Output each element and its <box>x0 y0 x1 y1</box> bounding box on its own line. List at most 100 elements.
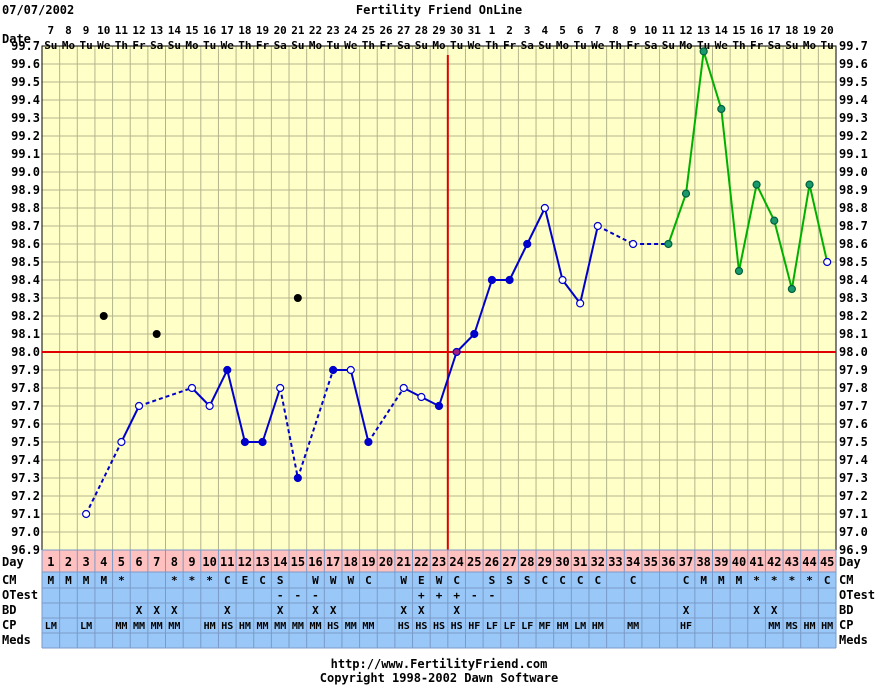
weekday-label: Sa <box>150 39 163 52</box>
temp-segment <box>773 220 793 290</box>
cm-cell: * <box>753 574 760 587</box>
bd-cell: X <box>400 604 407 617</box>
y-tick-label: 97.1 <box>11 507 40 521</box>
y-tick-label: 97.9 <box>839 363 868 377</box>
weekday-label: Su <box>538 39 551 52</box>
temp-segment <box>367 387 405 443</box>
cm-cell: C <box>259 574 266 587</box>
cp-cell: MM <box>151 621 163 632</box>
weekday-label: Su <box>785 39 798 52</box>
bd-cell: X <box>312 604 319 617</box>
temp-segment <box>296 369 335 479</box>
day-number: 23 <box>432 555 446 569</box>
otest-cell: - <box>489 589 496 602</box>
bd-cell: X <box>277 604 284 617</box>
weekday-label: We <box>591 39 605 52</box>
weekday-label: Th <box>732 39 745 52</box>
date-label: 15 <box>732 24 745 37</box>
bd-row-label-left: BD <box>2 603 16 617</box>
weekday-label: Fr <box>750 39 764 52</box>
temp-point <box>540 203 549 213</box>
day-number: 24 <box>449 555 463 569</box>
weekday-label: Fr <box>379 39 393 52</box>
date-header-rows: Date 7Su8Mo9Tu10We11Th12Fr13Sa14Su15Mo16… <box>2 24 834 52</box>
temp-point <box>787 284 796 294</box>
cm-cell: * <box>189 574 196 587</box>
day-number: 18 <box>344 555 358 569</box>
discarded-point <box>152 330 161 338</box>
y-tick-label: 99.5 <box>11 75 40 89</box>
y-tick-label: 98.6 <box>839 237 868 251</box>
day-row-label-left: Day <box>2 555 24 569</box>
y-tick-label: 97.3 <box>839 471 868 485</box>
y-tick-label: 98.2 <box>11 309 40 323</box>
cm-cell: M <box>736 574 743 587</box>
day-number: 16 <box>308 555 322 569</box>
date-label: 22 <box>309 24 322 37</box>
date-label: 27 <box>397 24 410 37</box>
weekday-label: Tu <box>203 39 216 52</box>
day-number: 17 <box>326 555 340 569</box>
temp-point <box>558 275 567 285</box>
cp-cell: HS <box>415 621 427 632</box>
y-tick-label: 98.9 <box>839 183 868 197</box>
day-number: 1 <box>47 555 54 569</box>
weekday-label: Su <box>168 39 181 52</box>
y-tick-label: 98.3 <box>11 291 40 305</box>
temp-point <box>734 266 744 276</box>
date-label: 10 <box>97 24 110 37</box>
temp-point <box>293 473 302 483</box>
bd-cell: X <box>136 604 143 617</box>
cm-cell: * <box>171 574 178 587</box>
temp-segment <box>438 351 458 407</box>
weekday-label: Mo <box>309 39 323 52</box>
day-number: 21 <box>396 555 410 569</box>
temp-segment <box>120 405 140 443</box>
y-tick-label: 99.3 <box>11 111 40 125</box>
day-number: 37 <box>679 555 693 569</box>
cp-cell: HS <box>398 621 410 632</box>
cm-cell: S <box>489 574 496 587</box>
temp-segment <box>526 207 546 245</box>
y-tick-label: 98.3 <box>839 291 868 305</box>
temp-segment <box>755 184 776 222</box>
cm-cell: C <box>594 574 601 587</box>
cp-cell: LF <box>504 621 516 632</box>
day-row-bg <box>42 550 836 572</box>
date-label: 23 <box>327 24 340 37</box>
header-date: 07/07/2002 <box>2 3 74 17</box>
date-label: 14 <box>168 24 182 37</box>
weekday-label: Tu <box>574 39 587 52</box>
cp-cell: MM <box>274 621 286 632</box>
date-label: 15 <box>185 24 198 37</box>
day-number: 33 <box>608 555 622 569</box>
table-grid <box>41 549 837 649</box>
weekday-label: Sa <box>768 39 781 52</box>
day-number: 34 <box>626 555 640 569</box>
cp-cell: HS <box>451 621 463 632</box>
temp-point <box>134 401 144 411</box>
cp-cell: LF <box>486 621 498 632</box>
temp-segment <box>455 333 476 353</box>
y-tick-label: 97.0 <box>11 525 40 539</box>
weekday-label: We <box>221 39 235 52</box>
cp-cell: MM <box>133 621 145 632</box>
bd-cell: X <box>171 604 178 617</box>
cp-cell: HS <box>221 621 233 632</box>
chart-table: Day Day CM CM OTest OTest BD BD CP CP Me… <box>2 549 875 649</box>
date-label: 19 <box>256 24 269 37</box>
y-tick-label: 99.2 <box>839 129 868 143</box>
day-number: 35 <box>644 555 658 569</box>
day-number: 44 <box>802 555 816 569</box>
cm-cell: E <box>242 574 249 587</box>
footer-url[interactable]: http://www.FertilityFriend.com <box>331 657 548 671</box>
cp-cell: MM <box>362 621 374 632</box>
temp-point <box>240 437 250 447</box>
date-label: 8 <box>612 24 619 37</box>
y-tick-label: 98.5 <box>11 255 40 269</box>
temp-point <box>399 383 408 393</box>
cp-cell: MM <box>168 621 180 632</box>
otest-cell: + <box>453 589 460 602</box>
date-label: 17 <box>768 24 781 37</box>
